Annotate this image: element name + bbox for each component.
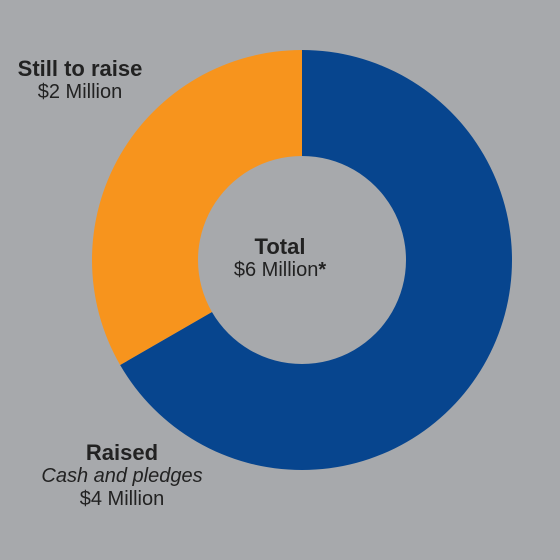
slice-raised [120, 50, 512, 470]
total-footnote-mark: * [318, 259, 327, 282]
still-to-raise-amount: $2 Million [37, 81, 123, 104]
label-still-to-raise: Still to raise $2 Million [10, 56, 150, 104]
total-title: Total [254, 234, 306, 259]
raised-note: Cash and pledges [41, 465, 203, 488]
label-raised: Raised Cash and pledges $4 Million [22, 440, 222, 511]
raised-amount: $4 Million [79, 488, 165, 511]
still-to-raise-name: Still to raise [17, 56, 143, 81]
raised-name: Raised [85, 440, 159, 465]
label-total: Total $6 Million* [200, 234, 360, 282]
total-amount-line: $6 Million* [200, 259, 360, 282]
total-amount: $6 Million [233, 259, 319, 282]
slice-still-to-raise [92, 50, 303, 365]
